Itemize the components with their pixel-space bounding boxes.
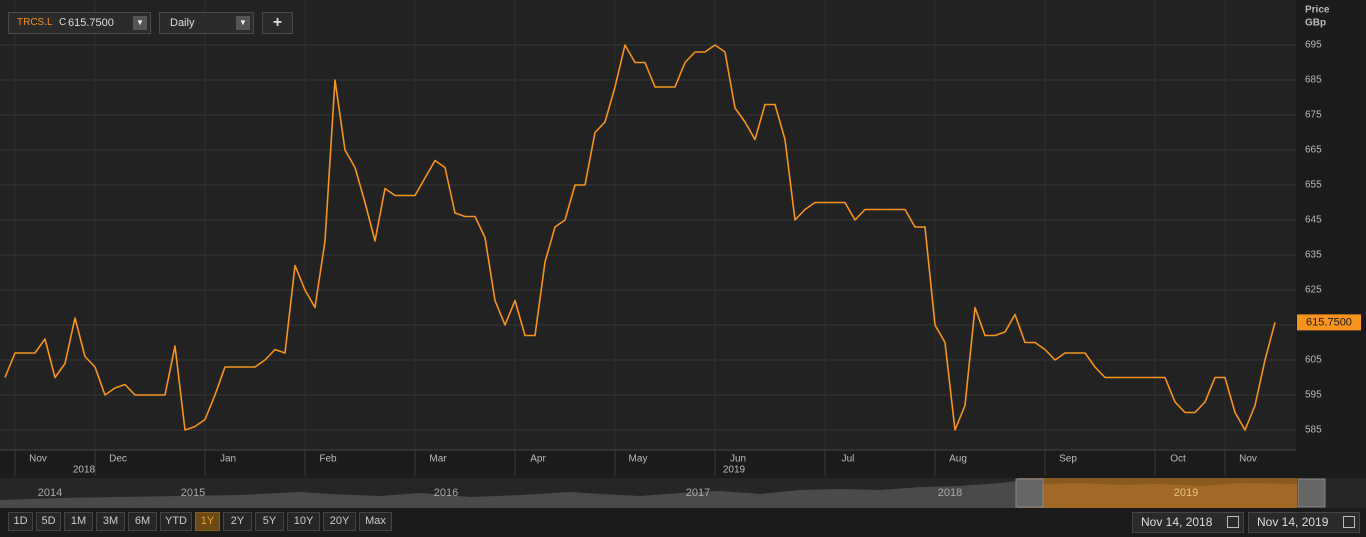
y-tick-label: 645 <box>1305 215 1322 226</box>
navigator-handle-left[interactable] <box>1015 478 1044 508</box>
range-button[interactable]: 1D <box>8 512 33 531</box>
x-tick-label: Oct <box>1170 454 1186 465</box>
date-to-text: Nov 14, 2019 <box>1257 515 1329 529</box>
last-price-label: 615.7500 <box>1306 316 1352 328</box>
range-button[interactable]: YTD <box>160 512 192 531</box>
x-tick-label: Jul <box>842 454 855 465</box>
y-tick-label: 605 <box>1305 355 1322 366</box>
date-from-text: Nov 14, 2018 <box>1141 515 1213 529</box>
add-button[interactable]: + <box>262 12 293 34</box>
x-year-label: 2018 <box>73 465 96 476</box>
y-tick-label: 695 <box>1305 40 1322 51</box>
range-button[interactable]: 2Y <box>223 512 252 531</box>
navigator-year: 2019 <box>1174 487 1198 499</box>
x-tick-label: Jun <box>730 454 746 465</box>
y-tick-label: 635 <box>1305 250 1322 261</box>
close-prefix: C <box>59 17 67 28</box>
navigator-year: 2014 <box>38 487 62 499</box>
dropdown-arrow: ▼ <box>133 16 147 30</box>
y-tick-label: 625 <box>1305 285 1322 296</box>
y-tick-label: 585 <box>1305 425 1322 436</box>
navigator-year: 2015 <box>181 487 205 499</box>
x-tick-label: Feb <box>319 454 337 465</box>
plot-background <box>0 0 1296 450</box>
last-price-tag <box>1297 314 1361 331</box>
range-button[interactable]: 3M <box>96 512 125 531</box>
date-to[interactable]: Nov 14, 2019 <box>1248 512 1360 533</box>
calendar-icon <box>1227 516 1239 528</box>
price-line <box>4 44 1276 431</box>
dropdown-arrow: ▼ <box>236 16 250 30</box>
navigator-year: 2018 <box>938 487 962 499</box>
range-button[interactable]: 20Y <box>323 512 356 531</box>
navigator-handle-right[interactable] <box>1297 478 1326 508</box>
symbol-selector[interactable]: TRCS.L C 615.7500 ▼ <box>8 12 151 34</box>
date-from[interactable]: Nov 14, 2018 <box>1132 512 1244 533</box>
y-tick-label: 675 <box>1305 110 1322 121</box>
x-tick-label: Nov <box>1239 454 1257 465</box>
interval: Daily <box>170 17 195 29</box>
range-button[interactable]: 6M <box>128 512 157 531</box>
navigator-year: 2016 <box>434 487 458 499</box>
range-button[interactable]: 5Y <box>255 512 284 531</box>
navigator-year: 2017 <box>686 487 710 499</box>
y-tick-label: 595 <box>1305 390 1322 401</box>
interval-selector[interactable]: Daily ▼ <box>159 12 254 34</box>
y-tick-label: 665 <box>1305 145 1322 156</box>
x-tick-label: Sep <box>1059 454 1077 465</box>
x-year-label: 2019 <box>723 465 746 476</box>
x-tick-label: Dec <box>109 454 127 465</box>
calendar-icon <box>1343 516 1355 528</box>
x-tick-label: Mar <box>429 454 447 465</box>
navigator-selection-silhouette <box>1040 483 1297 508</box>
symbol: TRCS.L <box>17 17 53 28</box>
x-tick-label: Nov <box>29 454 47 465</box>
plot <box>0 0 1296 450</box>
range-button[interactable]: 1Y <box>195 512 220 531</box>
x-tick-label: Apr <box>530 454 546 465</box>
y-tick-label: 655 <box>1305 180 1322 191</box>
x-tick-label: Jan <box>220 454 236 465</box>
x-tick-label: Aug <box>949 454 967 465</box>
y-axis-label: GBp <box>1305 18 1326 29</box>
range-button[interactable]: 10Y <box>287 512 320 531</box>
x-tick-label: May <box>629 454 648 465</box>
y-axis-label: Price <box>1305 5 1330 16</box>
navigator-silhouette <box>0 481 1018 508</box>
range-button[interactable]: Max <box>359 512 392 531</box>
range-button[interactable]: 1M <box>64 512 93 531</box>
y-tick-label: 685 <box>1305 75 1322 86</box>
close-value: 615.7500 <box>68 17 114 29</box>
range-button[interactable]: 5D <box>36 512 61 531</box>
